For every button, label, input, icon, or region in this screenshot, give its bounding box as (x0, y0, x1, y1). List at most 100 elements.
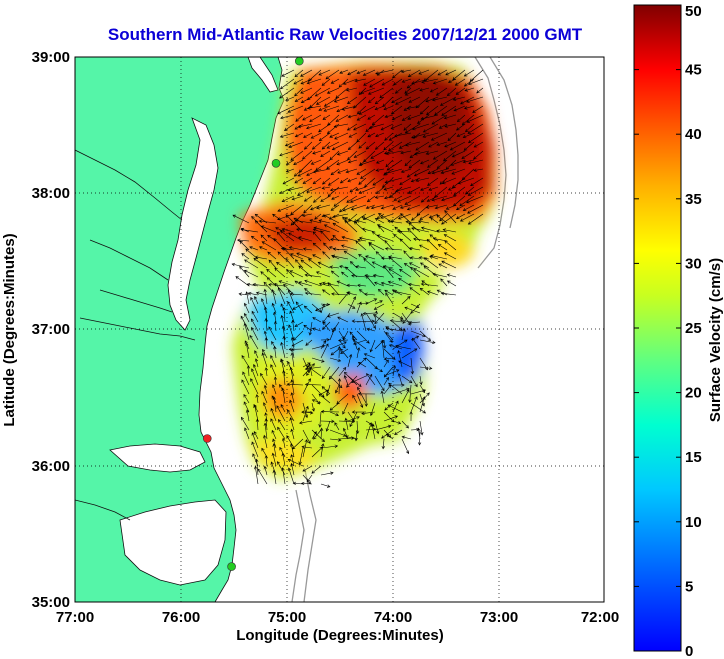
velocity-arrow (302, 405, 309, 422)
velocity-arrow (374, 424, 392, 431)
velocity-arrow (363, 353, 376, 359)
velocity-arrow (313, 226, 331, 233)
velocity-arrow (301, 445, 313, 449)
velocity-arrow (257, 468, 268, 485)
velocity-arrow (303, 132, 313, 138)
velocity-arrow (404, 306, 421, 314)
velocity-arrow (383, 195, 394, 200)
velocity-arrow (332, 247, 349, 251)
velocity-arrow (292, 481, 304, 486)
colorbar-tick-label: 5 (685, 578, 693, 595)
velocity-arrow (347, 416, 360, 422)
velocity-arrow (320, 483, 331, 488)
velocity-arrow (437, 69, 448, 76)
velocity-arrow (400, 150, 412, 155)
york-river (99, 289, 173, 313)
colorbar-tick-label: 35 (685, 191, 702, 208)
velocity-arrow (253, 257, 268, 269)
nc-river (75, 499, 131, 521)
velocity-arrow (401, 78, 412, 83)
velocity-arrow (382, 177, 394, 188)
velocity-arrow (421, 78, 439, 84)
velocity-arrow (419, 87, 430, 92)
velocity-arrow (383, 141, 394, 151)
velocity-arrow (292, 330, 304, 341)
velocity-vectors (231, 69, 484, 488)
velocity-arrow (261, 390, 268, 404)
velocity-arrow (339, 69, 349, 74)
velocity-arrow (255, 291, 268, 296)
velocity-arrow (443, 234, 457, 242)
velocity-arrow (254, 296, 259, 305)
velocity-arrow (285, 214, 295, 224)
velocity-arrow (441, 177, 457, 185)
velocity-arrow (322, 114, 331, 120)
velocity-arrow (361, 411, 376, 416)
velocity-arrow (406, 105, 421, 110)
velocity-arrow (306, 78, 322, 85)
velocity-arrow (261, 352, 268, 368)
velocity-arrow (312, 231, 322, 242)
velocity-arrow (385, 433, 394, 440)
velocity-arrow (293, 217, 304, 224)
velocity-arrow (417, 219, 430, 224)
velocity-arrow (264, 337, 269, 350)
velocity-arrow (349, 195, 367, 203)
velocity-arrow (277, 287, 286, 305)
velocity-arrow (281, 387, 286, 404)
velocity-arrow (253, 404, 259, 422)
velocity-arrow (335, 114, 349, 122)
velocity-arrow (285, 257, 295, 269)
velocity-arrow (431, 96, 448, 102)
velocity-arrow (317, 261, 331, 269)
velocity-arrow (323, 96, 340, 107)
velocity-arrow (376, 213, 385, 220)
velocity-arrow (288, 246, 304, 251)
colorbar-tick-label: 45 (685, 62, 702, 79)
velocity-arrow (431, 114, 448, 125)
velocity-arrow (408, 96, 421, 103)
velocity-arrow (307, 258, 322, 269)
velocity-arrow (264, 317, 268, 332)
velocity-arrow (419, 213, 430, 220)
velocity-arrow (467, 204, 484, 214)
velocity-arrow (314, 213, 322, 220)
velocity-arrow (392, 364, 397, 377)
velocity-arrow (392, 339, 408, 350)
velocity-arrow (282, 306, 286, 323)
velocity-arrow (287, 186, 304, 192)
velocity-arrow (246, 282, 259, 287)
velocity-arrow (291, 319, 295, 332)
velocity-arrow (358, 105, 376, 115)
velocity-arrow (454, 78, 466, 86)
velocity-arrow (360, 87, 376, 94)
velocity-arrow (365, 204, 376, 209)
velocity-arrow (374, 375, 385, 392)
velocity-arrow (374, 366, 383, 373)
velocity-arrow (358, 254, 367, 260)
velocity-arrow (320, 195, 331, 202)
velocity-arrow (250, 378, 259, 395)
velocity-arrow (330, 204, 340, 211)
velocity-arrow (384, 168, 403, 175)
velocity-arrow (258, 219, 277, 224)
velocity-arrow (370, 423, 376, 440)
velocity-arrow (278, 418, 286, 431)
velocity-arrow (304, 366, 322, 371)
velocity-arrow (255, 458, 259, 476)
velocity-arrow (330, 78, 340, 84)
velocity-arrow (338, 419, 356, 424)
velocity-arrow (325, 420, 331, 432)
velocity-arrow (374, 195, 385, 199)
velocity-arrow (383, 357, 394, 361)
velocity-arrow (260, 225, 277, 233)
velocity-arrow (322, 312, 331, 324)
velocity-arrow (391, 114, 403, 121)
velocity-arrow (358, 236, 376, 242)
velocity-arrow (428, 186, 439, 191)
velocity-arrow (307, 87, 322, 101)
velocity-arrow (436, 141, 448, 146)
velocity-arrow (443, 114, 457, 120)
